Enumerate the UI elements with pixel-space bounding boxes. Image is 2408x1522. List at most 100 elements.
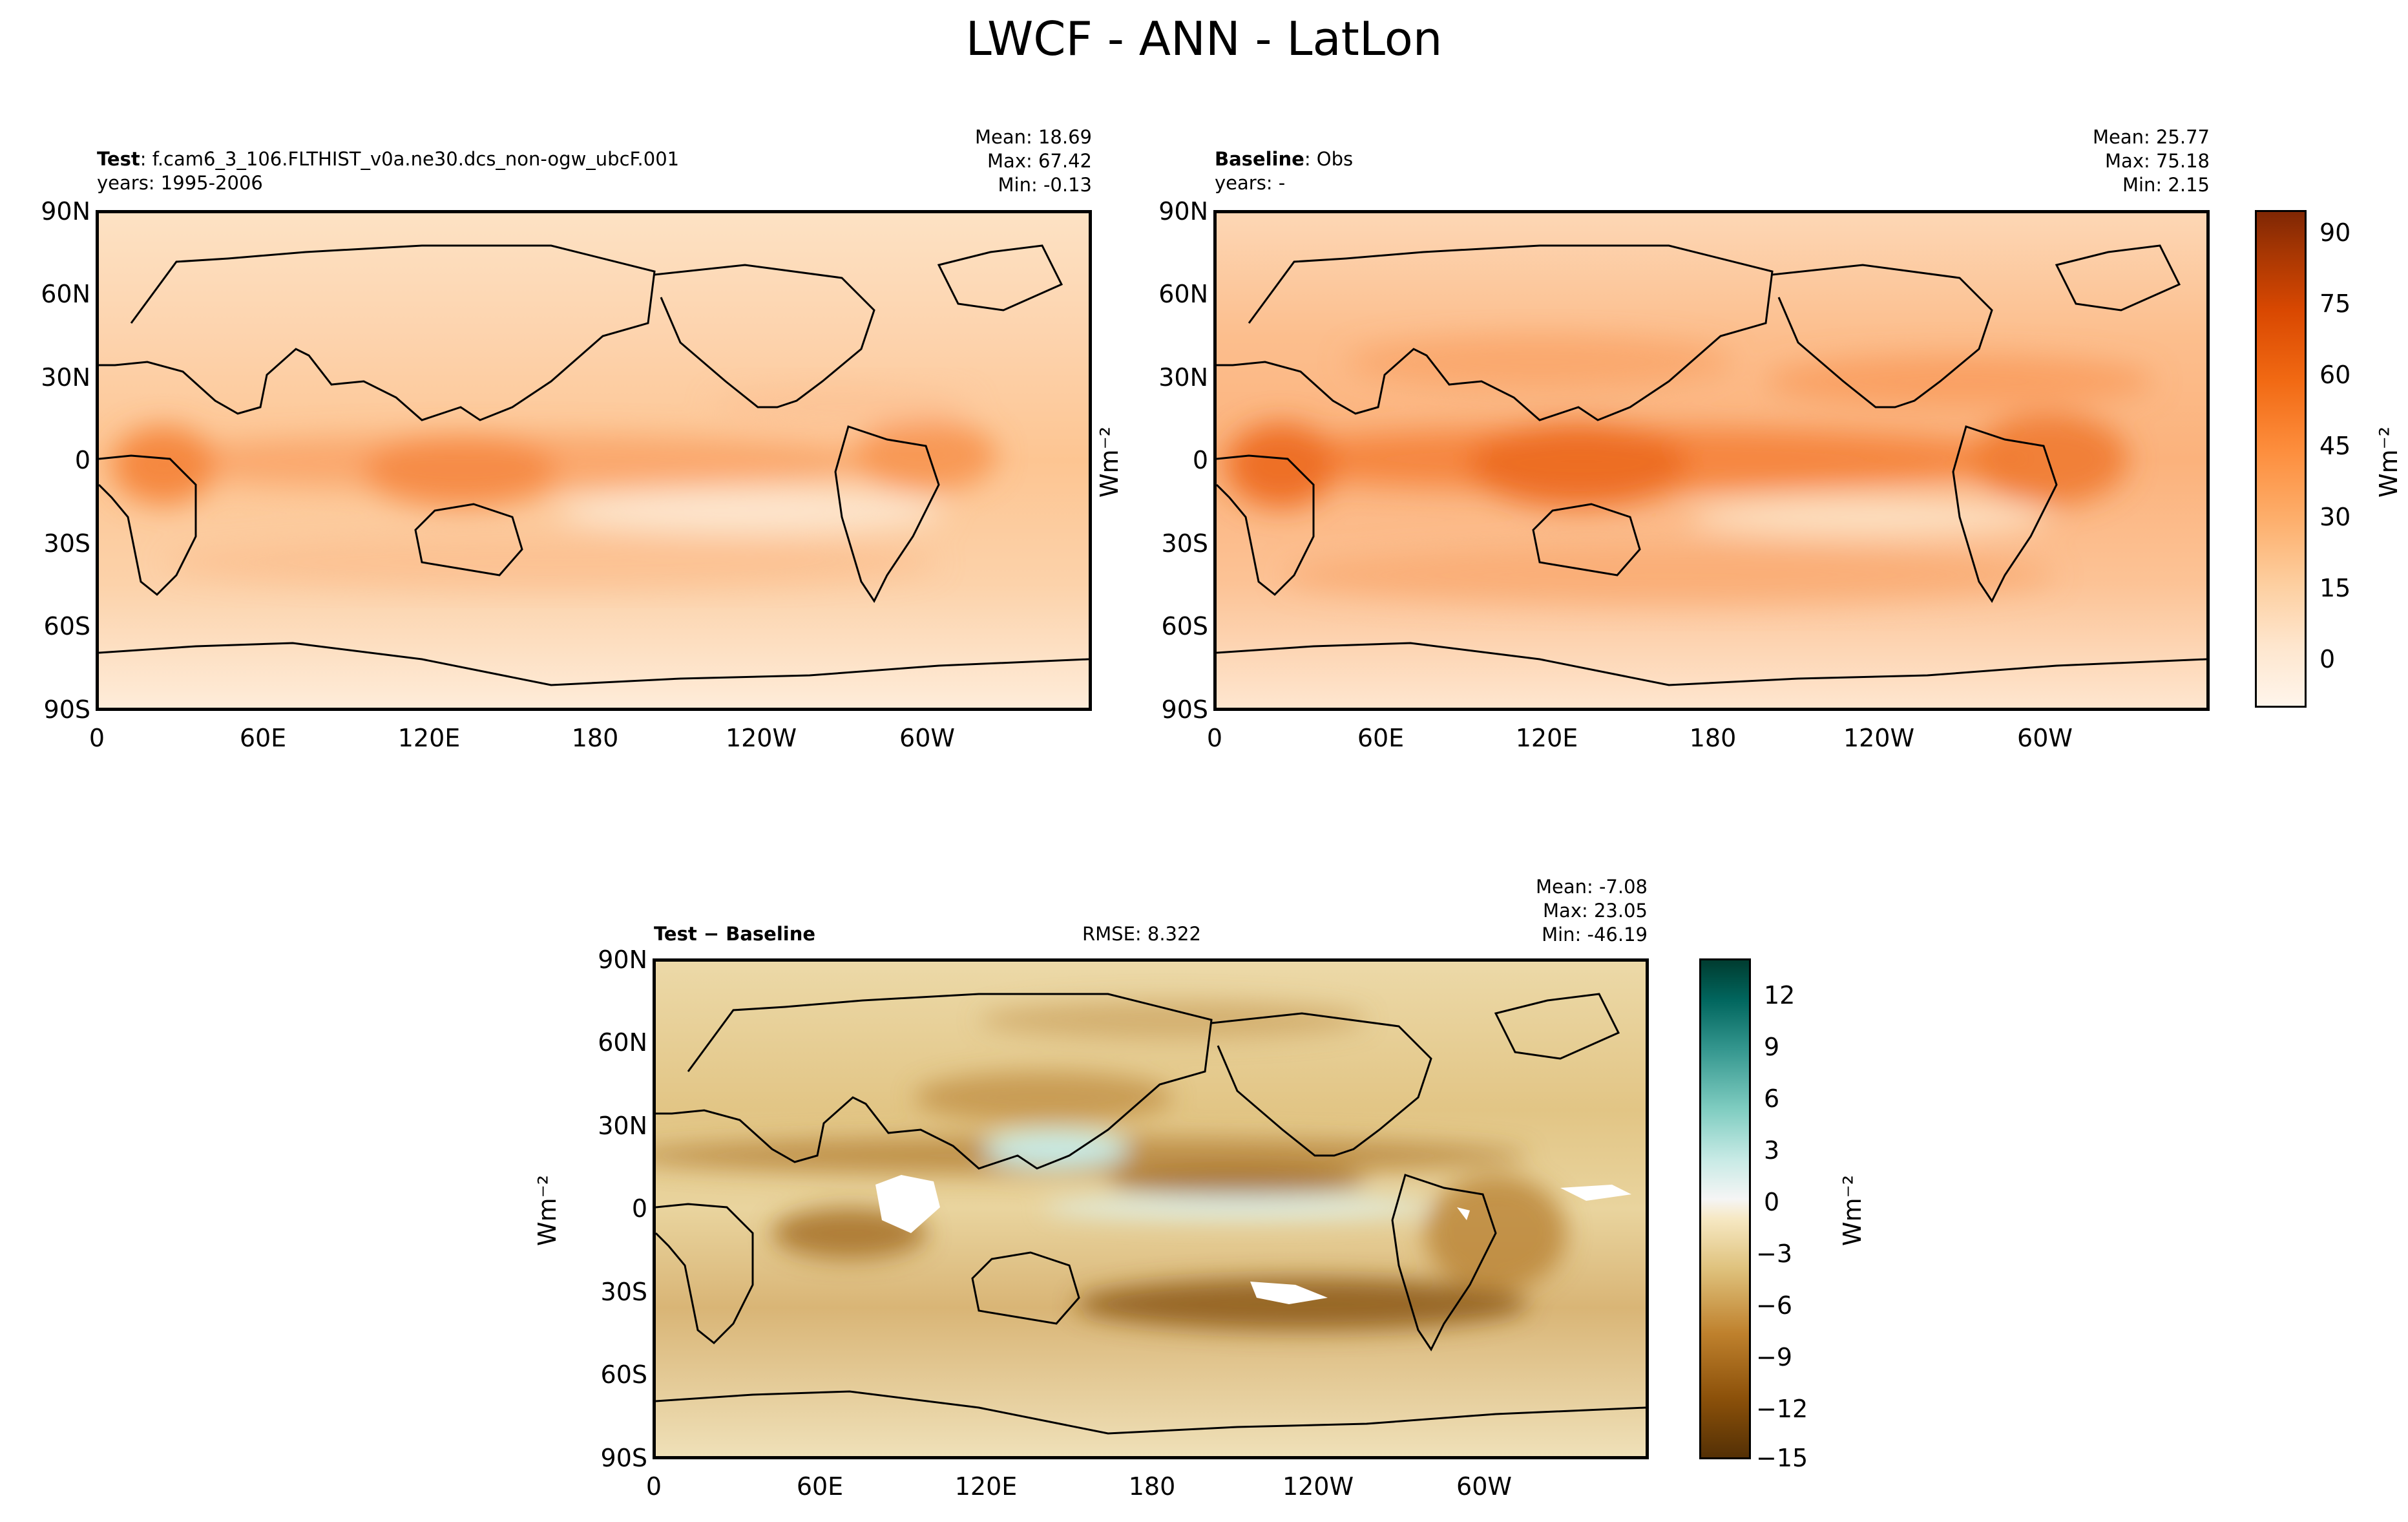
diff-colorbar — [1699, 958, 1751, 1459]
test-map-svg — [99, 213, 1089, 708]
baseline-coastlines — [1217, 244, 2206, 686]
diff-cbar-tick-6: 6 — [1764, 1084, 1780, 1113]
diff-min: Min: -46.19 — [1542, 924, 1648, 946]
test-xtick-5: 60W — [899, 724, 955, 752]
baseline-ytick-2: 30N — [1158, 363, 1208, 392]
diff-ytick-5: 60S — [600, 1360, 647, 1389]
test-ytick-3: 0 — [74, 446, 90, 474]
baseline-label-rest: : Obs — [1304, 148, 1354, 170]
diff-ytick-6: 90S — [600, 1444, 647, 1472]
test-xtick-2: 120E — [397, 724, 461, 752]
baseline-label: Baseline: Obs — [1215, 147, 1353, 171]
diff-mean: Mean: -7.08 — [1535, 876, 1648, 898]
top-cbar-units: Wm⁻² — [2374, 427, 2403, 498]
test-map — [96, 210, 1092, 711]
baseline-ytick-0: 90N — [1158, 197, 1208, 226]
diff-xtick-2: 120E — [954, 1472, 1018, 1501]
baseline-min: Min: 2.15 — [2122, 174, 2210, 196]
diff-max: Max: 23.05 — [1543, 900, 1648, 922]
diff-xtick-4: 120W — [1282, 1472, 1354, 1501]
baseline-ytick-5: 60S — [1161, 612, 1208, 640]
diff-ytick-3: 0 — [631, 1194, 647, 1223]
diff-cbar-tick-12: 12 — [1764, 981, 1796, 1009]
diff-mask-2 — [1250, 1282, 1328, 1304]
test-xtick-1: 60E — [239, 724, 287, 752]
diff-ytick-1: 60N — [598, 1028, 647, 1057]
baseline-label-bold: Baseline — [1215, 148, 1304, 170]
diff-cbar-tick-m12: −12 — [1756, 1395, 1808, 1423]
baseline-xtick-0: 0 — [1206, 724, 1223, 752]
top-cbar-tick-30: 30 — [2319, 503, 2351, 531]
test-xtick-4: 120W — [725, 724, 797, 752]
diff-rmse: RMSE: 8.322 — [1082, 923, 1201, 945]
diff-cbar-tick-m3: −3 — [1756, 1240, 1793, 1268]
diff-coastlines — [656, 993, 1646, 1435]
test-mean: Mean: 18.69 — [974, 126, 1092, 148]
top-cbar-tick-90: 90 — [2319, 218, 2351, 247]
top-units-label: Wm⁻² — [1095, 427, 1124, 498]
diff-mask-4 — [1457, 1207, 1470, 1220]
test-label-bold: Test — [97, 148, 140, 170]
test-ytick-1: 60N — [41, 280, 90, 308]
test-stats: Mean: 18.69 Max: 67.42 Min: -0.13 — [833, 125, 1092, 197]
diff-xtick-0: 0 — [645, 1472, 662, 1501]
test-ytick-5: 60S — [43, 612, 90, 640]
diff-ytick-2: 30N — [598, 1112, 647, 1140]
diff-cbar-tick-9: 9 — [1764, 1033, 1780, 1061]
test-ytick-6: 90S — [43, 695, 90, 724]
baseline-xtick-3: 180 — [1689, 724, 1737, 752]
diff-xtick-3: 180 — [1128, 1472, 1176, 1501]
diff-map-svg — [656, 962, 1646, 1456]
diff-mask-1 — [875, 1175, 940, 1233]
diff-colorbar-gradient — [1701, 960, 1749, 1457]
test-coastlines — [99, 244, 1089, 686]
diff-label: Test − Baseline — [654, 923, 816, 945]
baseline-max: Max: 75.18 — [2105, 150, 2210, 172]
test-x-axis — [96, 711, 1092, 724]
baseline-ytick-4: 30S — [1161, 529, 1208, 558]
baseline-ytick-3: 0 — [1192, 446, 1208, 474]
diff-ytick-4: 30S — [600, 1278, 647, 1306]
baseline-xtick-2: 120E — [1515, 724, 1578, 752]
diff-xtick-1: 60E — [796, 1472, 844, 1501]
baseline-stats: Mean: 25.77 Max: 75.18 Min: 2.15 — [1951, 125, 2210, 197]
top-cbar-tick-45: 45 — [2319, 432, 2351, 460]
baseline-xtick-5: 60W — [2017, 724, 2073, 752]
diff-cbar-tick-m6: −6 — [1756, 1291, 1793, 1320]
top-cbar-tick-60: 60 — [2319, 361, 2351, 389]
baseline-mean: Mean: 25.77 — [2092, 126, 2210, 148]
diff-map — [653, 958, 1649, 1459]
top-cbar-tick-0: 0 — [2319, 645, 2336, 673]
diff-xtick-5: 60W — [1456, 1472, 1512, 1501]
test-years: years: 1995-2006 — [97, 172, 263, 194]
diff-cbar-tick-m15: −15 — [1756, 1444, 1808, 1472]
diff-cbar-tick-0: 0 — [1764, 1188, 1780, 1216]
diff-cbar-tick-3: 3 — [1764, 1136, 1780, 1165]
top-colorbar — [2255, 210, 2307, 708]
diff-units-label: Wm⁻² — [533, 1175, 561, 1246]
diff-cbar-units: Wm⁻² — [1838, 1175, 1867, 1246]
test-ytick-4: 30S — [43, 529, 90, 558]
top-cbar-tick-75: 75 — [2319, 290, 2351, 318]
test-xtick-3: 180 — [571, 724, 619, 752]
diff-stats: Mean: -7.08 Max: 23.05 Min: -46.19 — [1389, 875, 1648, 947]
top-colorbar-gradient — [2257, 212, 2305, 706]
baseline-ytick-1: 60N — [1158, 280, 1208, 308]
test-min: Min: -0.13 — [998, 174, 1092, 196]
baseline-map — [1213, 210, 2210, 711]
diff-cbar-tick-m9: −9 — [1756, 1343, 1793, 1371]
test-xtick-0: 0 — [89, 724, 105, 752]
test-max: Max: 67.42 — [987, 150, 1092, 172]
figure-title: LWCF - ANN - LatLon — [965, 12, 1443, 66]
top-cbar-tick-15: 15 — [2319, 574, 2351, 602]
baseline-xtick-4: 120W — [1843, 724, 1915, 752]
test-ytick-0: 90N — [41, 197, 90, 226]
baseline-ytick-6: 90S — [1161, 695, 1208, 724]
baseline-map-svg — [1217, 213, 2206, 708]
test-label: Test: f.cam6_3_106.FLTHIST_v0a.ne30.dcs_… — [97, 147, 679, 171]
diff-ytick-0: 90N — [598, 946, 647, 974]
test-label-rest: : f.cam6_3_106.FLTHIST_v0a.ne30.dcs_non-… — [140, 148, 680, 170]
baseline-years: years: - — [1215, 172, 1286, 194]
diff-mask-3 — [1560, 1185, 1631, 1201]
baseline-xtick-1: 60E — [1357, 724, 1405, 752]
